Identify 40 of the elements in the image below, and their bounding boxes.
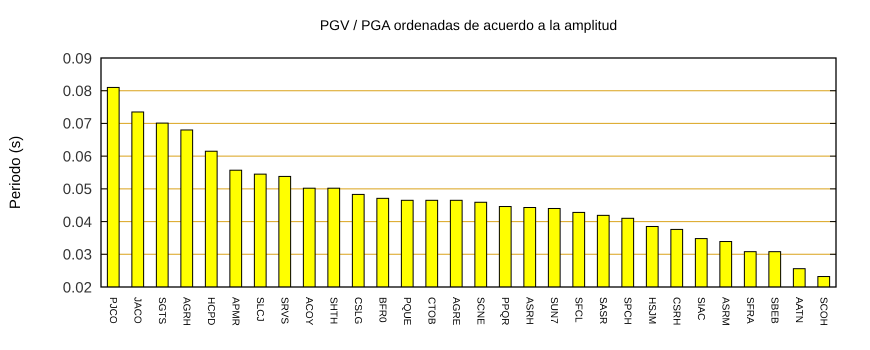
x-tick-label: APMR xyxy=(229,297,240,326)
y-tick-label: 0.02 xyxy=(62,279,92,296)
x-tick-label: CSRH xyxy=(670,297,682,326)
x-tick-label: HCPD xyxy=(204,297,216,326)
y-tick-label: 0.04 xyxy=(62,214,92,231)
x-tick-label: SASR xyxy=(596,297,608,324)
x-tick-label: PJCO xyxy=(106,297,118,324)
chart-title: PGV / PGA ordenadas de acuerdo a la amplitud xyxy=(320,17,618,33)
x-tick-label: SUN7 xyxy=(548,297,559,324)
x-tick-label: CSLG xyxy=(352,297,363,324)
x-tick-label: SHTH xyxy=(327,297,338,324)
x-tick-label: SBEB xyxy=(768,297,780,324)
x-tick-label: SCNE xyxy=(474,297,486,326)
y-tick-label: 0.05 xyxy=(62,181,92,198)
y-tick-label: 0.09 xyxy=(62,50,92,68)
y-tick-label: 0.07 xyxy=(62,116,92,133)
x-tick-label: PQUE xyxy=(400,297,412,326)
x-tick-label: SLCJ xyxy=(254,297,265,322)
x-tick-label: BFR0 xyxy=(376,297,388,323)
x-tick-label: SGTS xyxy=(156,297,167,325)
x-tick-label: PPQR xyxy=(498,297,510,326)
x-tick-label: CTOB xyxy=(425,297,436,325)
x-tick-label: SFCL xyxy=(572,297,584,323)
x-tick-label: ASRM xyxy=(719,297,730,326)
x-tick-label: SPCH xyxy=(621,297,632,325)
y-tick-label: 0.06 xyxy=(62,148,92,166)
x-tick-label: AGRH xyxy=(180,297,192,326)
y-tick-label: 0.03 xyxy=(62,246,92,264)
x-tick-label: SRVS xyxy=(278,297,290,324)
y-axis-title: Periodo (s) xyxy=(7,136,24,210)
x-tick-label: ASRH xyxy=(523,297,534,325)
x-tick-label: ACOY xyxy=(302,297,314,326)
x-tick-label: HSJM xyxy=(646,297,657,324)
x-tick-label: JACO xyxy=(131,297,142,324)
x-tick-label: SIAC xyxy=(694,297,706,320)
x-tick-label: AATN xyxy=(792,297,804,323)
y-tick-label: 0.08 xyxy=(62,82,92,100)
x-tick-label: SFRA xyxy=(744,297,755,324)
x-tick-label: SCOH xyxy=(817,297,828,326)
x-tick-label: AGRE xyxy=(450,297,461,326)
